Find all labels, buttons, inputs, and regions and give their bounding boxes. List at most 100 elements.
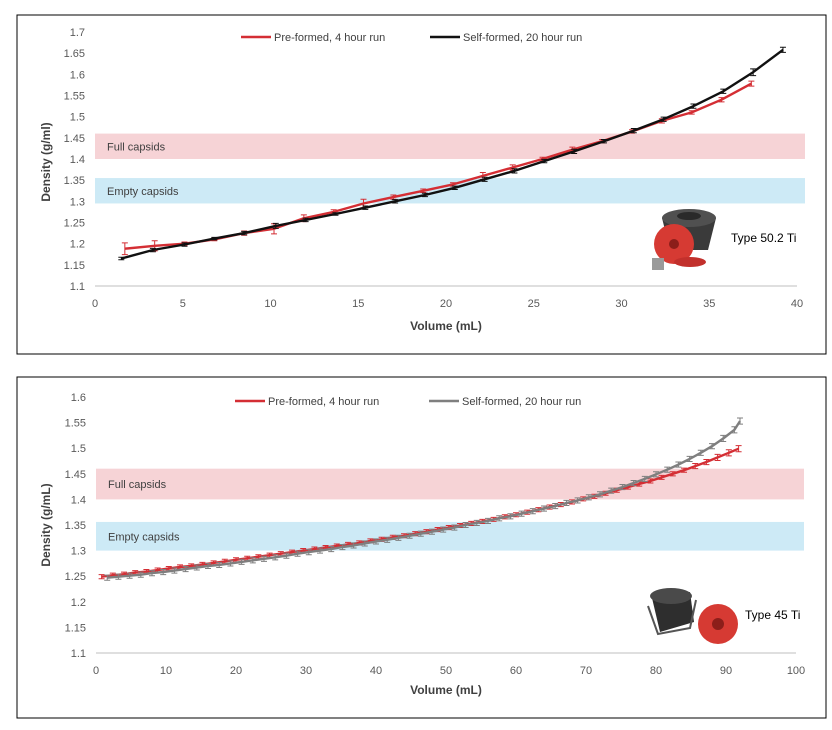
error-bar: [669, 471, 676, 477]
y-tick-label: 1.3: [70, 196, 85, 208]
band-full-capsids: [96, 468, 804, 500]
band-label: Full capsids: [107, 141, 166, 153]
x-tick-label: 90: [720, 665, 732, 677]
error-bar: [205, 562, 211, 570]
x-tick-label: 10: [264, 298, 276, 310]
error-bar: [688, 110, 695, 115]
x-tick-label: 80: [650, 665, 662, 677]
error-bar: [429, 528, 435, 535]
error-bar: [392, 199, 399, 204]
error-bar: [720, 88, 727, 94]
x-tick-label: 25: [528, 298, 540, 310]
error-bar: [115, 573, 122, 580]
error-bar: [518, 510, 525, 517]
error-bar: [779, 46, 786, 53]
error-bar: [703, 458, 710, 466]
error-bar: [731, 426, 738, 434]
error-bar: [675, 461, 682, 468]
x-tick-label: 100: [787, 665, 805, 677]
series-line-self-formed: [107, 420, 742, 579]
y-tick-label: 1.25: [65, 571, 86, 583]
error-bar: [608, 487, 615, 494]
y-tick-label: 1.4: [70, 154, 85, 166]
error-bar: [171, 567, 178, 574]
error-bar: [417, 530, 424, 537]
y-axis-label: Density (g/mL): [39, 483, 53, 566]
error-bar: [641, 475, 648, 482]
error-bar: [227, 560, 234, 567]
error-bar: [496, 515, 503, 522]
error-bar: [600, 139, 607, 144]
rotor-image: [647, 588, 738, 644]
error-bar: [563, 499, 570, 507]
error-bar: [118, 256, 125, 261]
error-bar: [619, 484, 626, 491]
error-bar: [261, 555, 267, 562]
error-bar: [317, 547, 323, 554]
error-bar: [660, 116, 667, 122]
rotor-label: Type 45 Ti: [745, 608, 800, 622]
x-tick-label: 0: [92, 298, 98, 310]
error-bar: [283, 552, 290, 559]
x-tick-label: 10: [160, 665, 172, 677]
x-tick-label: 5: [180, 298, 186, 310]
error-bar: [529, 508, 536, 515]
x-tick-label: 30: [300, 665, 312, 677]
axes: 0 5 10 15 20 25 30 35 40 1.1 1.15 1.2 1.25 1.3 1.35 1.4…: [64, 27, 804, 310]
error-bar: [406, 532, 413, 539]
rotor-image: [652, 209, 716, 270]
error-bar: [473, 519, 480, 527]
error-bar: [361, 540, 368, 547]
error-bar: [451, 185, 458, 190]
y-tick-label: 1.15: [65, 622, 86, 634]
band-label: Full capsids: [108, 479, 167, 491]
rotor-label: Type 50.2 Ti: [731, 231, 796, 245]
density-chart-type-45-ti: Full capsids Empty capsids 0 10 20 30 40 50 60 7…: [16, 376, 827, 719]
error-bar: [597, 491, 603, 498]
error-bar: [384, 536, 391, 543]
legend-label-self-formed: Self-formed, 20 hour run: [462, 396, 581, 408]
error-bar: [681, 467, 687, 473]
error-bar: [571, 148, 578, 154]
x-tick-label: 0: [93, 665, 99, 677]
error-bar: [126, 572, 133, 579]
error-bar: [440, 526, 447, 533]
error-bar: [339, 543, 346, 551]
legend-label-pre-formed: Pre-formed, 4 hour run: [268, 396, 379, 408]
x-tick-label: 60: [510, 665, 522, 677]
error-bar: [272, 222, 279, 229]
error-bar: [302, 217, 309, 223]
x-tick-label: 40: [370, 665, 382, 677]
x-tick-label: 35: [703, 298, 715, 310]
y-tick-label: 1.25: [64, 218, 85, 230]
y-tick-label: 1.55: [64, 91, 85, 103]
error-bar: [420, 188, 427, 193]
x-axis-label: Volume (mL): [410, 319, 482, 333]
error-bar: [725, 449, 732, 457]
error-bar: [585, 494, 592, 501]
y-tick-label: 1.1: [71, 648, 86, 660]
error-bar: [332, 212, 339, 216]
error-bar: [714, 453, 721, 461]
error-bar: [121, 242, 128, 256]
error-bar: [709, 443, 715, 450]
error-bar: [720, 434, 727, 443]
error-bar: [630, 128, 637, 134]
error-bar: [305, 549, 312, 556]
error-bar: [485, 517, 491, 524]
y-tick-label: 1.6: [70, 69, 85, 81]
error-bar: [238, 558, 245, 565]
band-full-capsids: [95, 133, 805, 159]
error-bar: [181, 242, 188, 247]
y-tick-label: 1.7: [70, 27, 85, 39]
error-bar: [362, 205, 369, 210]
error-bar: [216, 561, 223, 568]
axes: 0 10 20 30 40 50 60 70 80 90 100 1.1 1.15 1.2 1.25 1.3 1…: [65, 392, 806, 677]
error-bar: [294, 550, 301, 557]
x-axis-label: Volume (mL): [410, 683, 482, 697]
error-bar: [272, 554, 279, 561]
band-label: Empty capsids: [107, 186, 179, 198]
error-bar: [462, 521, 469, 529]
y-tick-label: 1.65: [64, 48, 85, 60]
error-bar: [653, 471, 659, 478]
